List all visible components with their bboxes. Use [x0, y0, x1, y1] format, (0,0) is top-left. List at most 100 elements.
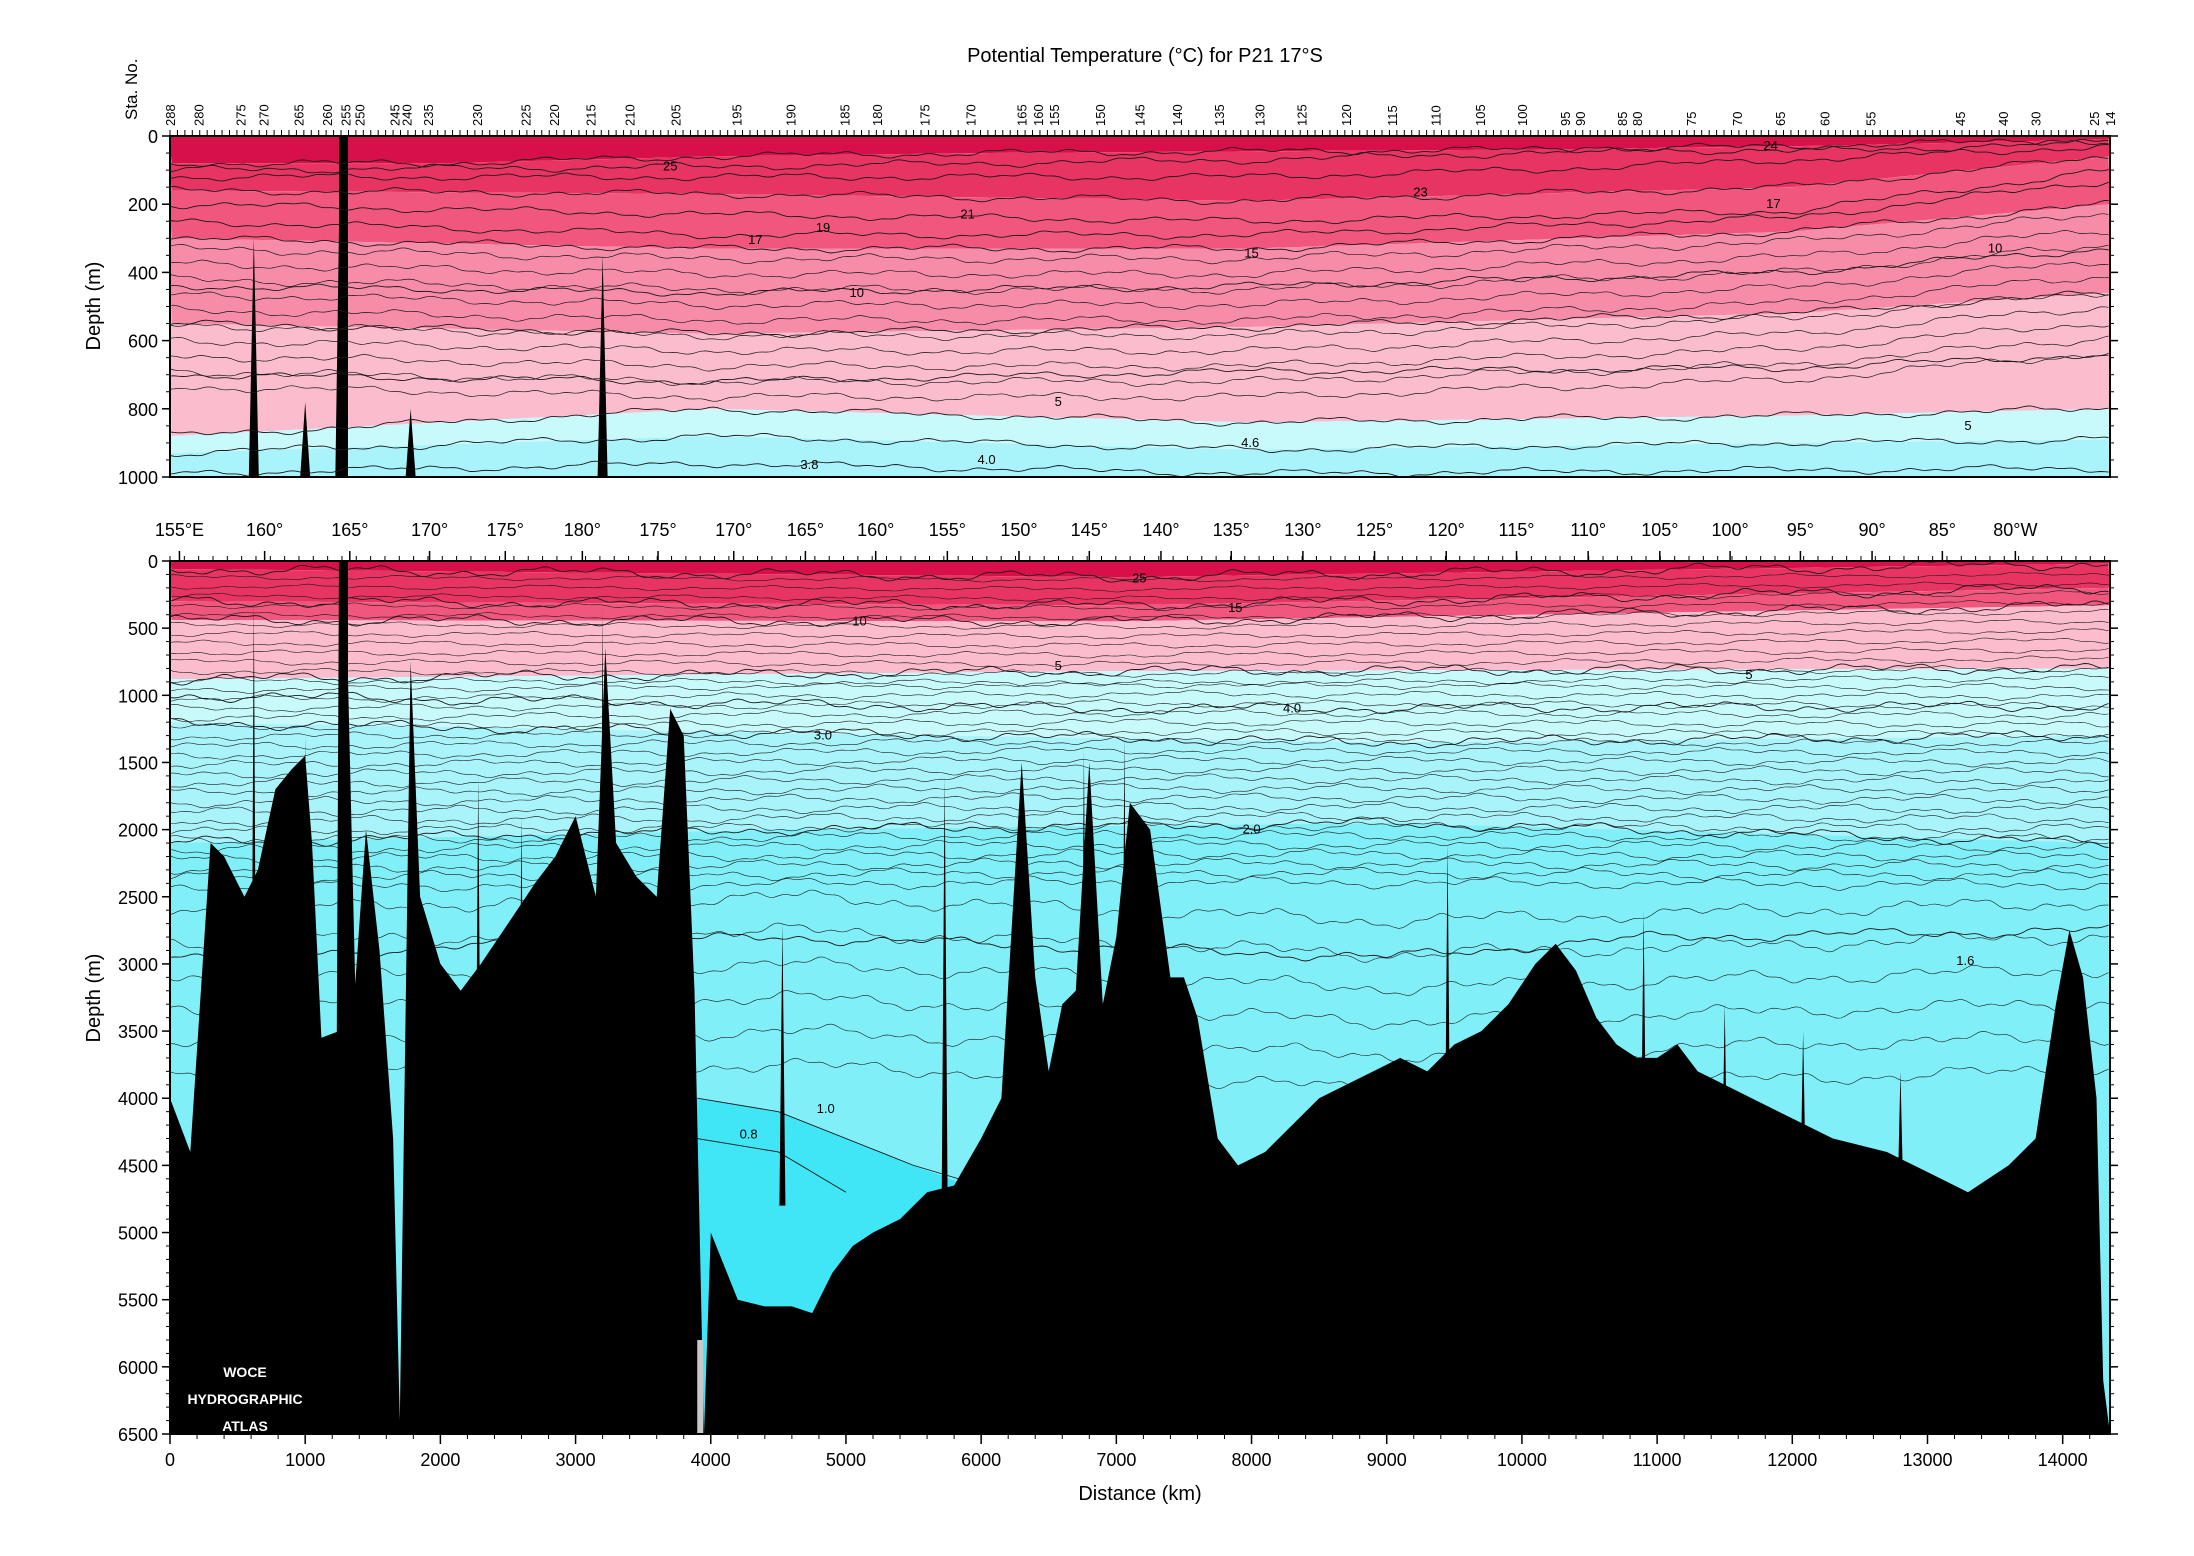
isotherm-line	[169, 572, 2109, 583]
isotherm-line	[169, 655, 2109, 668]
x-tick-label: 0	[165, 1450, 175, 1470]
chart-title: Potential Temperature (°C) for P21 17°S	[967, 45, 1323, 67]
isotherm-line	[169, 139, 2109, 174]
watermark-text: WOCE	[223, 1364, 267, 1380]
station-label: 110	[1428, 105, 1443, 126]
upper-temperature-band	[170, 139, 2110, 201]
station-label: 115	[1385, 105, 1400, 126]
y-tick-label: 3500	[118, 1022, 158, 1042]
y-tick-label: 6000	[118, 1358, 158, 1378]
isotherm-line	[169, 783, 2109, 798]
isotherm-line	[169, 691, 2109, 715]
isotherm-line	[169, 728, 2109, 741]
lower-panel: 25 15 10 5 5 4.0 3.0 2.0 1.6 1.0 0.8 0 500 1000 1500 2…	[83, 520, 2118, 1505]
station-label: 165	[1015, 104, 1030, 126]
isotherm-line	[169, 276, 2109, 326]
x-tick-label: 9000	[1367, 1450, 1407, 1470]
longitude-label: 160°	[246, 520, 283, 540]
woce-watermark: WOCE HYDROGRAPHIC ATLAS	[187, 1364, 302, 1434]
contour-label: 4.0	[978, 452, 996, 467]
longitude-label: 100°	[1711, 520, 1748, 540]
y-tick-label: 0	[148, 552, 158, 572]
y-tick-label: 800	[128, 400, 158, 420]
isotherm-line	[169, 718, 2109, 731]
isotherm-line	[169, 590, 2109, 602]
x-tick-label: 11000	[1633, 1450, 1682, 1470]
contour-label: 21	[960, 206, 974, 221]
upper-seamount	[338, 136, 348, 477]
contour-label: 15	[1228, 600, 1242, 615]
isotherm-line	[169, 248, 2109, 297]
isotherm-line	[169, 628, 2109, 639]
distance-axis: 0 1000 2000 3000 4000 5000 6000 7000 8000 9000 100…	[165, 1434, 2091, 1470]
longitude-label: 160°	[857, 520, 894, 540]
isotherm-line	[169, 680, 2109, 694]
station-label: 235	[421, 104, 436, 126]
x-tick-label: 8000	[1232, 1450, 1272, 1470]
upper-temperature-band	[170, 292, 2110, 436]
contour-label: 3.0	[814, 728, 832, 743]
isotherm-line	[169, 560, 2109, 583]
x-tick-label: 1000	[285, 1450, 325, 1470]
isotherm-line	[169, 181, 2109, 240]
isotherm-line	[169, 708, 2109, 723]
upper-temperature-band	[170, 156, 2110, 249]
contour-label: 2.0	[1242, 822, 1260, 837]
upper-seamount	[248, 238, 259, 477]
isotherm-line	[169, 355, 2109, 402]
seamount-spike	[599, 608, 606, 1206]
bathymetry	[170, 561, 2110, 1434]
station-label: 75	[1684, 112, 1699, 126]
isotherm-line	[169, 335, 2109, 387]
y-tick-label: 4000	[118, 1089, 158, 1109]
lower-y-axis-title: Depth (m)	[83, 954, 105, 1043]
y-tick-label: 1000	[118, 686, 158, 706]
x-tick-label: 5000	[826, 1450, 866, 1470]
longitude-label: 175°	[487, 520, 524, 540]
contour-label: 15	[1244, 246, 1258, 261]
station-label: 215	[583, 104, 598, 126]
upper-temperature-band	[170, 436, 2110, 477]
isotherm-line	[169, 294, 2109, 342]
station-label: 280	[191, 104, 206, 126]
seamount-spike	[1121, 735, 1128, 1206]
station-label: 265	[291, 104, 306, 126]
station-label: 120	[1339, 104, 1354, 126]
y-tick-label: 2500	[118, 888, 158, 908]
lower-contour-labels: 25 15 10 5 5 4.0 3.0 2.0 1.6 1.0 0.8	[740, 570, 1975, 1141]
y-tick-label: 0	[148, 127, 158, 147]
seamount-spike	[475, 775, 482, 1206]
contour-label: 0.8	[740, 1126, 758, 1141]
isotherm-line	[169, 138, 2109, 168]
station-label: 195	[729, 104, 744, 126]
station-label: 14	[2103, 112, 2118, 126]
x-tick-label: 3000	[556, 1450, 596, 1470]
isotherm-line	[169, 144, 2109, 182]
longitude-label: 80°W	[1993, 520, 2037, 540]
upper-temperature-band	[170, 204, 2110, 334]
isotherm-line	[169, 199, 2109, 254]
station-label: 225	[519, 104, 534, 126]
station-label: 160	[1031, 104, 1046, 126]
seamount-spike	[1897, 1071, 1904, 1206]
y-tick-label: 500	[128, 619, 158, 639]
seamount-spike	[1080, 749, 1087, 1206]
seamount-spike	[779, 923, 786, 1206]
isotherm-line	[169, 581, 2109, 593]
isotherm-line	[170, 619, 2109, 630]
station-label: 230	[470, 104, 485, 126]
station-label: 288	[163, 104, 178, 126]
contour-label: 17	[1766, 196, 1780, 211]
contour-label: 1.0	[817, 1101, 835, 1116]
y-tick-label: 1000	[118, 468, 158, 488]
seamount-spike	[518, 816, 525, 1206]
y-tick-label: 4500	[118, 1156, 158, 1176]
longitude-label: 120°	[1428, 520, 1465, 540]
seamount-spike	[1640, 910, 1647, 1206]
contour-label: 4.6	[1241, 435, 1259, 450]
station-label: 80	[1630, 112, 1645, 126]
longitude-label: 110°	[1570, 520, 1606, 540]
longitude-label: 155°E	[155, 520, 204, 540]
